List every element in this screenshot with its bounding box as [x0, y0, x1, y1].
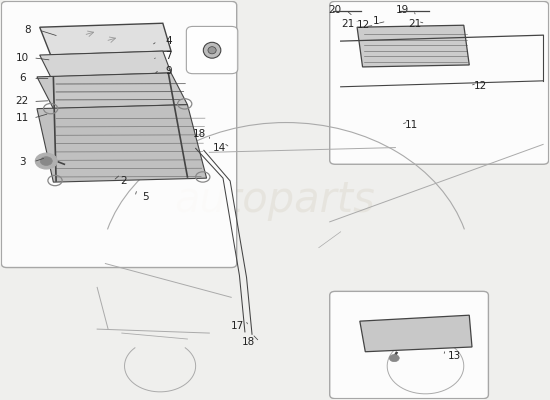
- Polygon shape: [37, 73, 188, 109]
- Polygon shape: [360, 315, 472, 352]
- Text: 3: 3: [19, 157, 25, 167]
- Text: autoparts: autoparts: [175, 179, 375, 221]
- Text: 8: 8: [24, 25, 31, 35]
- FancyBboxPatch shape: [186, 26, 238, 74]
- Circle shape: [40, 157, 52, 166]
- Text: 18: 18: [193, 130, 206, 140]
- Polygon shape: [357, 25, 469, 67]
- Text: 2: 2: [120, 176, 127, 186]
- FancyBboxPatch shape: [329, 1, 548, 164]
- Text: 17: 17: [231, 321, 244, 331]
- Text: 21: 21: [341, 19, 354, 29]
- Circle shape: [389, 354, 399, 362]
- Text: 11: 11: [405, 120, 419, 130]
- Text: 14: 14: [212, 142, 226, 152]
- Text: 11: 11: [15, 113, 29, 123]
- Text: 22: 22: [15, 96, 29, 106]
- Ellipse shape: [204, 42, 221, 58]
- Text: 12: 12: [357, 20, 370, 30]
- Text: 10: 10: [15, 53, 29, 63]
- FancyBboxPatch shape: [329, 291, 488, 399]
- Text: 7: 7: [165, 51, 172, 61]
- Polygon shape: [40, 51, 171, 77]
- Circle shape: [35, 153, 57, 169]
- Polygon shape: [37, 105, 207, 182]
- Text: 18: 18: [242, 337, 255, 347]
- Text: 21: 21: [408, 19, 421, 29]
- Text: 12: 12: [474, 80, 487, 90]
- Ellipse shape: [208, 47, 216, 54]
- Polygon shape: [40, 23, 171, 55]
- Text: 13: 13: [448, 351, 461, 361]
- Text: 5: 5: [142, 192, 149, 202]
- Text: 19: 19: [396, 5, 409, 15]
- FancyBboxPatch shape: [2, 1, 236, 268]
- Text: 4: 4: [165, 36, 172, 46]
- Text: 6: 6: [19, 74, 25, 84]
- Text: 1: 1: [372, 16, 379, 26]
- Text: 9: 9: [165, 66, 172, 76]
- Text: 20: 20: [329, 5, 342, 15]
